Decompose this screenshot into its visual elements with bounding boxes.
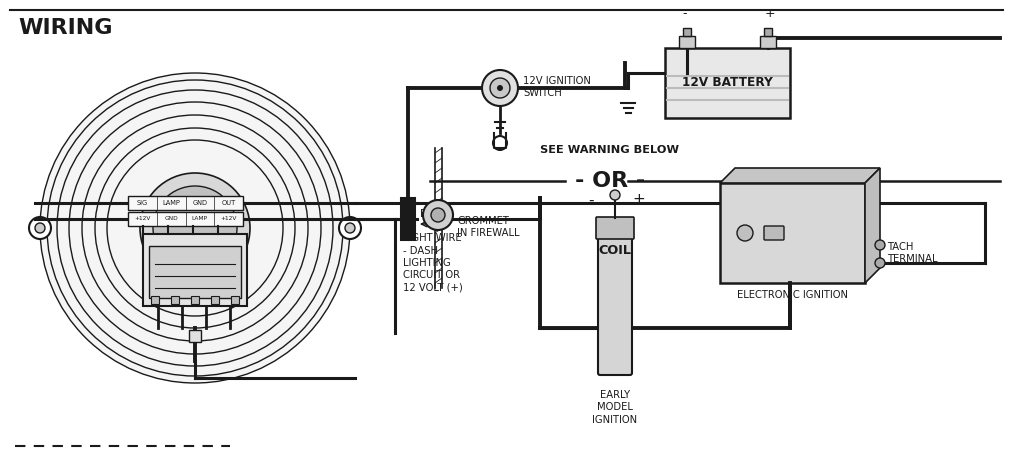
Text: GROMMET
IN FIREWALL: GROMMET IN FIREWALL	[457, 216, 520, 238]
Text: 12V IGNITION
SWITCH: 12V IGNITION SWITCH	[523, 76, 591, 98]
Circle shape	[431, 208, 445, 222]
FancyBboxPatch shape	[598, 231, 632, 375]
Text: - OR -: - OR -	[575, 171, 645, 191]
Text: TACH
TERMINAL: TACH TERMINAL	[887, 242, 937, 264]
Text: OUT: OUT	[222, 200, 236, 206]
Text: LIGHT WIRE
- DASH
LIGHTING
CIRCUIT OR
12 VOLT (+): LIGHT WIRE - DASH LIGHTING CIRCUIT OR 12…	[403, 233, 463, 293]
Text: COIL: COIL	[599, 244, 631, 257]
Text: LAMP: LAMP	[191, 217, 208, 222]
Circle shape	[339, 217, 361, 239]
Text: LAMP: LAMP	[162, 200, 180, 206]
FancyBboxPatch shape	[665, 48, 790, 118]
Circle shape	[29, 217, 51, 239]
Circle shape	[40, 73, 350, 383]
Text: -: -	[589, 192, 594, 207]
FancyBboxPatch shape	[143, 234, 247, 306]
FancyBboxPatch shape	[679, 36, 695, 48]
Text: +12V: +12V	[221, 217, 237, 222]
Circle shape	[482, 70, 518, 106]
Circle shape	[875, 240, 885, 250]
FancyBboxPatch shape	[128, 212, 243, 226]
Text: 12V BATTERY: 12V BATTERY	[682, 76, 773, 89]
FancyBboxPatch shape	[596, 217, 634, 239]
Text: -: -	[683, 7, 687, 20]
Circle shape	[737, 225, 753, 241]
Text: EARLY
MODEL
IGNITION: EARLY MODEL IGNITION	[593, 390, 637, 425]
Circle shape	[423, 200, 453, 230]
FancyBboxPatch shape	[211, 296, 219, 304]
FancyBboxPatch shape	[231, 296, 239, 304]
FancyBboxPatch shape	[191, 296, 199, 304]
Text: +: +	[765, 7, 775, 20]
FancyBboxPatch shape	[683, 28, 691, 36]
FancyBboxPatch shape	[760, 36, 776, 48]
FancyBboxPatch shape	[764, 28, 772, 36]
Text: +: +	[633, 192, 645, 207]
Circle shape	[153, 186, 237, 270]
FancyBboxPatch shape	[764, 226, 784, 240]
Circle shape	[875, 258, 885, 268]
FancyBboxPatch shape	[149, 246, 241, 298]
Text: ELECTRONIC IGNITION: ELECTRONIC IGNITION	[737, 290, 848, 300]
Text: WIRING: WIRING	[18, 18, 112, 38]
FancyBboxPatch shape	[128, 196, 243, 210]
Text: Fuse: Fuse	[420, 209, 443, 219]
FancyBboxPatch shape	[401, 198, 415, 240]
Circle shape	[140, 173, 250, 283]
FancyBboxPatch shape	[151, 296, 159, 304]
Polygon shape	[720, 168, 880, 183]
FancyBboxPatch shape	[189, 330, 201, 342]
Circle shape	[35, 223, 45, 233]
Circle shape	[610, 190, 620, 200]
Polygon shape	[865, 168, 880, 283]
Text: GND: GND	[192, 200, 208, 206]
Text: SEE WARNING BELOW: SEE WARNING BELOW	[540, 145, 679, 155]
Text: SIG: SIG	[137, 200, 148, 206]
Text: +12V: +12V	[134, 217, 151, 222]
Text: GND: GND	[164, 217, 178, 222]
Circle shape	[497, 85, 503, 91]
FancyBboxPatch shape	[720, 183, 865, 283]
Circle shape	[490, 78, 510, 98]
FancyBboxPatch shape	[171, 296, 179, 304]
Circle shape	[345, 223, 355, 233]
